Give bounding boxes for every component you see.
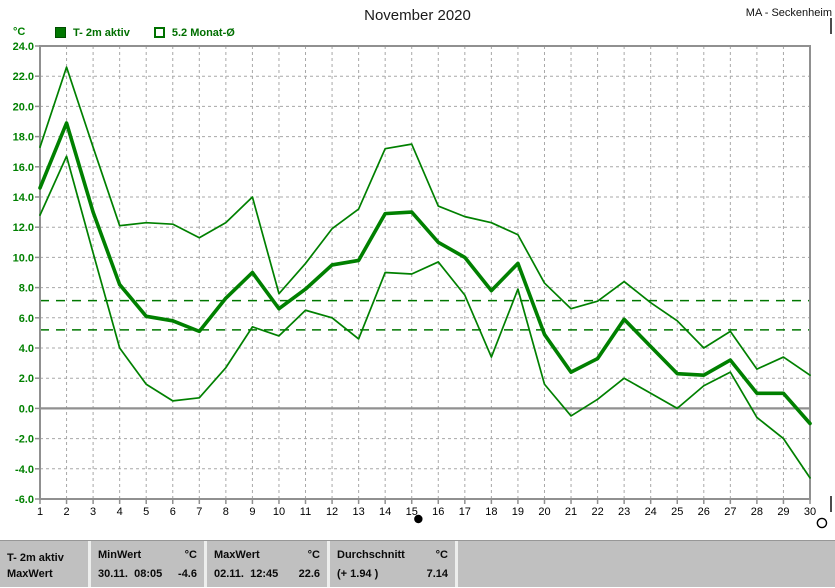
x-tick-label: 7	[196, 506, 202, 518]
filled-square-icon	[55, 27, 66, 38]
status-series-cell: T- 2m aktiv MaxWert	[0, 541, 88, 587]
y-tick-label: 8.0	[19, 283, 34, 295]
avg-delta: (+ 1.94 )	[337, 568, 379, 581]
y-tick-label: 20.0	[13, 101, 34, 113]
x-tick-label: 9	[249, 506, 255, 518]
y-tick-label: 6.0	[19, 313, 34, 325]
status-max-cell: MaxWert °C 02.11. 12:45 22.6	[204, 541, 327, 587]
y-tick-label: 0.0	[19, 403, 34, 415]
x-tick-label: 8	[223, 506, 229, 518]
y-tick-label: 24.0	[13, 41, 34, 53]
x-tick-label: 2	[63, 506, 69, 518]
y-axis-unit-label: °C	[13, 26, 26, 38]
status-min-cell: MinWert °C 30.11. 08:05 -4.6	[88, 541, 204, 587]
max-label: MaxWert	[214, 548, 260, 561]
x-tick-label: 10	[273, 506, 285, 518]
avg-label: Durchschnitt	[337, 548, 405, 561]
x-tick-label: 20	[538, 506, 550, 518]
y-tick-label: 14.0	[13, 192, 34, 204]
status-avg-cell: Durchschnitt °C (+ 1.94 ) 7.14	[327, 541, 455, 587]
y-tick-label: 2.0	[19, 373, 34, 385]
y-tick-label: 22.0	[13, 71, 34, 83]
x-tick-label: 1	[37, 506, 43, 518]
x-tick-label: 24	[645, 506, 657, 518]
avg-value: 7.14	[426, 568, 448, 581]
x-tick-label: 5	[143, 506, 149, 518]
x-tick-label: 4	[117, 506, 123, 518]
min-label: MinWert	[98, 548, 142, 561]
max-datetime: 02.11. 12:45	[214, 568, 279, 581]
x-tick-label: 23	[618, 506, 630, 518]
y-tick-label: -2.0	[15, 434, 34, 446]
y-tick-label: 4.0	[19, 343, 34, 355]
legend-label: 5.2 Monat-Ø	[171, 26, 235, 39]
x-tick-label: 21	[565, 506, 577, 518]
y-tick-label: 12.0	[13, 222, 34, 234]
status-series-label: T- 2m aktiv	[7, 552, 64, 564]
x-tick-label: 12	[326, 506, 338, 518]
full-moon-icon	[816, 517, 828, 529]
x-tick-label: 27	[724, 506, 736, 518]
temperature-plot-area[interactable]: 24.022.020.018.016.014.012.010.08.06.04.…	[0, 0, 835, 535]
x-tick-label: 29	[777, 506, 789, 518]
plot-border	[39, 45, 811, 500]
x-tick-label: 18	[485, 506, 497, 518]
min-value: -4.6	[178, 568, 197, 581]
x-tick-label: 22	[591, 506, 603, 518]
min-unit: °C	[184, 548, 197, 561]
series-line-daily-minimum	[39, 155, 811, 479]
x-tick-label: 17	[459, 506, 471, 518]
page-title: November 2020	[364, 7, 471, 24]
status-bar: T- 2m aktiv MaxWert MinWert °C 30.11. 08…	[0, 540, 835, 587]
open-square-icon	[153, 27, 165, 38]
y-tick-label: 16.0	[13, 162, 34, 174]
x-tick-label: 13	[352, 506, 364, 518]
x-tick-label: 16	[432, 506, 444, 518]
avg-unit: °C	[435, 548, 448, 561]
station-label: MA - Seckenheim	[745, 7, 832, 19]
series-line-T- 2m aktiv	[38, 121, 812, 426]
new-moon-icon	[414, 514, 423, 524]
min-datetime: 30.11. 08:05	[98, 568, 163, 581]
legend: T- 2m aktiv 5.2 Monat-Ø	[55, 26, 259, 39]
x-tick-label: 3	[90, 506, 96, 518]
x-tick-label: 11	[300, 506, 311, 518]
legend-item-t2m-aktiv[interactable]: T- 2m aktiv	[55, 27, 130, 39]
x-tick-label: 6	[170, 506, 176, 518]
x-tick-label: 14	[379, 506, 391, 518]
legend-label: T- 2m aktiv	[73, 26, 130, 39]
x-tick-label: 15	[406, 506, 418, 518]
x-tick-label: 25	[671, 506, 683, 518]
max-unit: °C	[307, 548, 320, 561]
x-tick-label: 19	[512, 506, 524, 518]
y-tick-label: -6.0	[15, 494, 34, 506]
x-tick-label: 26	[698, 506, 710, 518]
x-tick-label: 30	[804, 506, 816, 518]
y-tick-label: 10.0	[13, 252, 34, 264]
status-series-sublabel: MaxWert	[7, 568, 53, 580]
x-tick-label: 28	[751, 506, 763, 518]
status-empty-cell	[455, 541, 835, 587]
y-tick-label: -4.0	[15, 464, 34, 476]
y-tick-label: 18.0	[13, 132, 34, 144]
series-line-daily-maximum	[39, 66, 811, 377]
legend-item-monat-avg[interactable]: 5.2 Monat-Ø	[153, 26, 235, 39]
max-value: 22.6	[298, 568, 320, 581]
